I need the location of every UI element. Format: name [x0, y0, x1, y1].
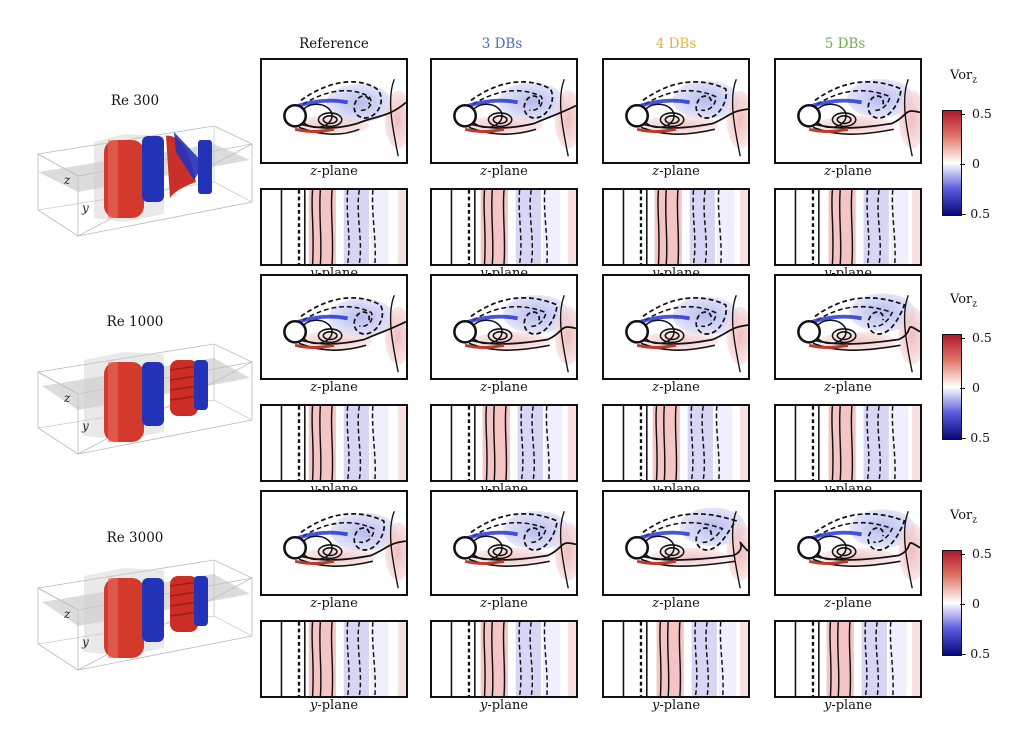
y-plane-label: y-plane: [309, 698, 359, 713]
y-plane-label: y-plane: [823, 698, 873, 713]
colorbar-tick-mark: [960, 654, 965, 655]
z-plane-panel-row1-col1: [260, 58, 408, 164]
z-plane-panel-row3-col4: [774, 490, 922, 596]
colorbar-row1: [942, 110, 962, 216]
y-plane-panel-row3-col3: [602, 620, 750, 698]
y-plane-panel-row1-col1: [260, 188, 408, 266]
colorbar-tick-label: 0.5: [972, 106, 992, 121]
colorbar-tick-mark: [960, 388, 965, 389]
isosurface-render-row1: z y: [34, 122, 254, 242]
z-plane-label: z-plane: [480, 164, 528, 179]
row-label-re300: Re 300: [110, 93, 160, 109]
z-plane-label: z-plane: [824, 380, 872, 395]
y-plane-panel-row3-col1: [260, 620, 408, 698]
y-plane-panel-row1-col3: [602, 188, 750, 266]
colorbar-title: Vorz: [950, 292, 977, 310]
colorbar-title: Vorz: [950, 508, 977, 526]
z-plane-panel-row3-col2: [430, 490, 578, 596]
isosurface-render-row3: z y: [34, 556, 254, 676]
iso-z-axis-label: z: [63, 391, 71, 405]
colorbar-tick-mark: [960, 438, 965, 439]
z-plane-label: z-plane: [652, 380, 700, 395]
z-plane-label: z-plane: [310, 380, 358, 395]
y-plane-label: y-plane: [479, 698, 529, 713]
z-plane-panel-row1-col2: [430, 58, 578, 164]
colorbar-row2: [942, 334, 962, 440]
row-label-re3000: Re 3000: [106, 530, 164, 546]
y-plane-panel-row2-col2: [430, 404, 578, 482]
z-plane-panel-row2-col3: [602, 274, 750, 380]
colorbar-tick-label: 0: [972, 380, 980, 395]
z-plane-panel-row3-col3: [602, 490, 750, 596]
colorbar-tick-mark: [960, 604, 965, 605]
colorbar-tick-label: 0: [972, 156, 980, 171]
z-plane-panel-row2-col1: [260, 274, 408, 380]
colorbar-title: Vorz: [950, 68, 977, 86]
colorbar-tick-mark: [960, 214, 965, 215]
y-plane-label: y-plane: [651, 698, 701, 713]
colorbar-tick-label: - 0.5: [962, 430, 991, 445]
y-plane-panel-row1-col4: [774, 188, 922, 266]
z-plane-panel-row3-col1: [260, 490, 408, 596]
colorbar-tick-label: - 0.5: [962, 646, 991, 661]
column-header-3dbs: 3 DBs: [481, 36, 523, 52]
y-plane-panel-row2-col4: [774, 404, 922, 482]
z-plane-label: z-plane: [652, 596, 700, 611]
row-label-re1000: Re 1000: [106, 314, 164, 330]
iso-y-axis-label: y: [81, 419, 89, 433]
column-header-reference: Reference: [299, 36, 369, 52]
colorbar-tick-mark: [960, 164, 965, 165]
colorbar-tick-mark: [960, 338, 965, 339]
z-plane-panel-row2-col4: [774, 274, 922, 380]
colorbar-row3: [942, 550, 962, 656]
y-plane-panel-row2-col1: [260, 404, 408, 482]
y-plane-panel-row3-col2: [430, 620, 578, 698]
z-plane-label: z-plane: [652, 164, 700, 179]
z-plane-label: z-plane: [310, 164, 358, 179]
isosurface-render-row2: z y: [34, 340, 254, 460]
iso-z-axis-label: z: [63, 607, 71, 621]
colorbar-tick-label: - 0.5: [962, 206, 991, 221]
z-plane-label: z-plane: [824, 164, 872, 179]
colorbar-tick-label: 0: [972, 596, 980, 611]
iso-z-axis-label: z: [63, 173, 71, 187]
z-plane-label: z-plane: [310, 596, 358, 611]
column-header-5dbs: 5 DBs: [824, 36, 866, 52]
z-plane-label: z-plane: [480, 380, 528, 395]
z-plane-panel-row1-col4: [774, 58, 922, 164]
z-plane-label: z-plane: [480, 596, 528, 611]
y-plane-panel-row1-col2: [430, 188, 578, 266]
column-header-4dbs: 4 DBs: [655, 36, 697, 52]
colorbar-tick-label: 0.5: [972, 546, 992, 561]
colorbar-tick-label: 0.5: [972, 330, 992, 345]
z-plane-label: z-plane: [824, 596, 872, 611]
z-plane-panel-row2-col2: [430, 274, 578, 380]
y-plane-panel-row2-col3: [602, 404, 750, 482]
iso-y-axis-label: y: [81, 201, 89, 215]
iso-y-axis-label: y: [81, 635, 89, 649]
colorbar-tick-mark: [960, 554, 965, 555]
z-plane-panel-row1-col3: [602, 58, 750, 164]
colorbar-tick-mark: [960, 114, 965, 115]
y-plane-panel-row3-col4: [774, 620, 922, 698]
